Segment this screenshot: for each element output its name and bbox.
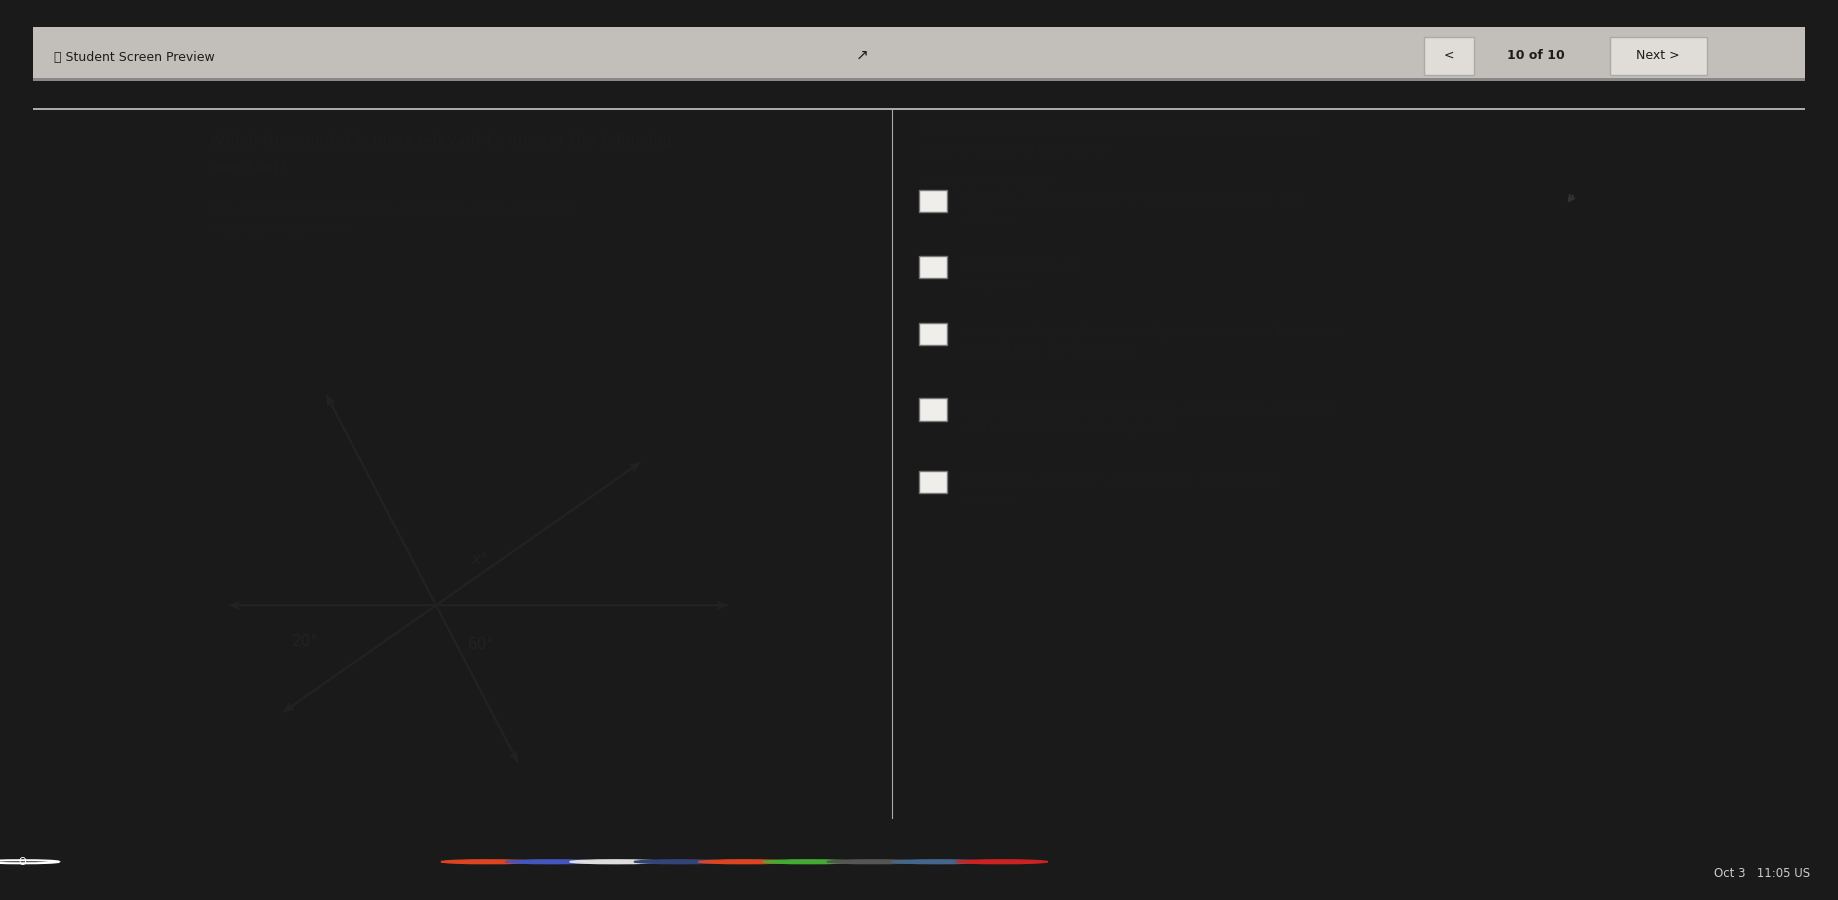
- Text: What is the value of x ?: What is the value of x ?: [210, 223, 349, 237]
- Text: The following list includes theorems we have proved in previous: The following list includes theorems we …: [919, 122, 1322, 135]
- Circle shape: [956, 860, 1048, 864]
- Bar: [33, 27, 1805, 78]
- Circle shape: [698, 860, 790, 864]
- Text: Adjacent angles that form a straight angle add to 180
degrees.: Adjacent angles that form a straight ang…: [963, 194, 1301, 225]
- Circle shape: [827, 860, 919, 864]
- Text: Which theorem(s) is most relevant to answer the following: Which theorem(s) is most relevant to ans…: [210, 134, 673, 148]
- Text: question?: question?: [210, 160, 287, 174]
- Bar: [919, 399, 947, 420]
- Circle shape: [634, 860, 726, 864]
- Circle shape: [441, 860, 533, 864]
- Text: The sum of a triangle’s three interior angles is 180
degrees.: The sum of a triangle’s three interior a…: [963, 474, 1281, 506]
- Text: (Select all that apply.): (Select all that apply.): [919, 176, 1057, 188]
- Text: The diagram shows three lines intersecting at the same point.: The diagram shows three lines intersecti…: [210, 202, 577, 216]
- Bar: [919, 323, 947, 346]
- Bar: [919, 190, 947, 212]
- Bar: [919, 256, 947, 278]
- Text: Next >: Next >: [1636, 49, 1680, 62]
- Bar: [1424, 37, 1474, 75]
- Bar: [1610, 37, 1708, 75]
- Text: ↗: ↗: [857, 48, 869, 63]
- Circle shape: [763, 860, 855, 864]
- Text: Alternate interior angle formed by a transversal and two or
more parallel lines : Alternate interior angle formed by a tra…: [963, 401, 1334, 433]
- Bar: [919, 472, 947, 493]
- Text: Corresponding angles formed by a transversal and two more
parallel lines are con: Corresponding angles formed by a transve…: [963, 327, 1345, 358]
- Text: 60°: 60°: [469, 637, 494, 652]
- Text: O: O: [18, 857, 26, 867]
- Circle shape: [891, 860, 983, 864]
- Bar: [33, 77, 1805, 81]
- Text: ⎘ Student Screen Preview: ⎘ Student Screen Preview: [55, 50, 215, 64]
- Text: Vertical angles are
congruent: Vertical angles are congruent: [963, 259, 1081, 291]
- Bar: [33, 108, 1805, 110]
- Text: Oct 3   11:05 US: Oct 3 11:05 US: [1715, 867, 1810, 879]
- Text: <: <: [1443, 49, 1454, 62]
- Text: x°: x°: [472, 553, 489, 567]
- Text: 10 of 10: 10 of 10: [1507, 49, 1564, 62]
- Circle shape: [505, 860, 597, 864]
- Text: 20°: 20°: [292, 634, 318, 650]
- Text: lessons. (select all that apply): lessons. (select all that apply): [919, 143, 1106, 157]
- Circle shape: [570, 860, 662, 864]
